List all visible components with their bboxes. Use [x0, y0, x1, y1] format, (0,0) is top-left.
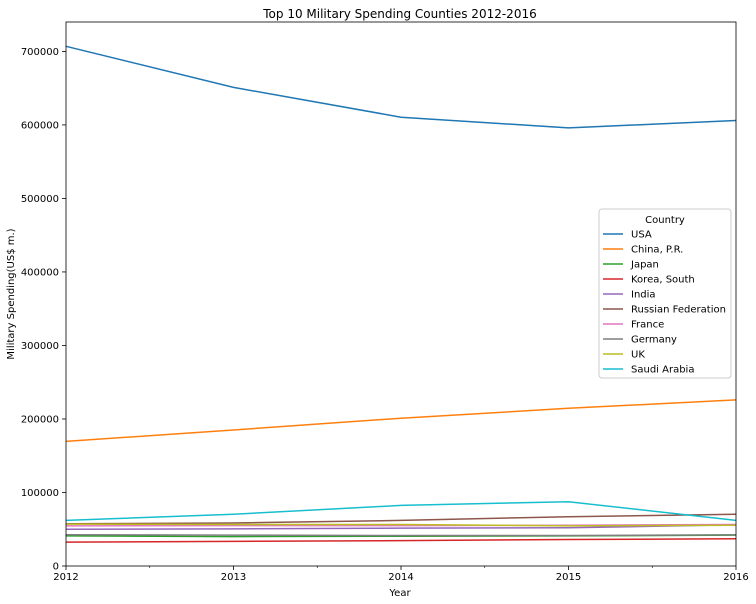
chart-title: Top 10 Military Spending Counties 2012-2…	[262, 7, 536, 21]
x-tick-label: 2016	[723, 572, 748, 583]
x-tick-label: 2014	[388, 572, 413, 583]
legend-box	[598, 208, 732, 379]
legend-label: France	[631, 320, 664, 331]
series-line-1	[65, 399, 737, 443]
legend-label: Korea, South	[631, 275, 695, 286]
y-tick-label: 300000	[21, 341, 59, 352]
legend-label: Russian Federation	[631, 305, 726, 316]
series-line-4	[65, 524, 737, 530]
y-tick-label: 700000	[21, 47, 59, 58]
y-tick-label: 500000	[21, 194, 59, 205]
y-tick-label: 200000	[21, 414, 59, 425]
series-line-8	[65, 523, 737, 527]
x-axis-label: Year	[388, 588, 411, 599]
series-line-0	[65, 45, 737, 129]
y-tick-label: 100000	[21, 488, 59, 499]
series-line-5	[65, 513, 737, 525]
legend-label: Germany	[631, 335, 677, 346]
y-axis-label: Military Spending(US$ m.)	[6, 228, 17, 359]
legend: Country USA China, P.R. Japan Korea, South I…	[598, 208, 732, 379]
x-tick-label: 2015	[556, 572, 581, 583]
legend-label: Japan	[630, 260, 659, 271]
x-tick-label: 2012	[53, 572, 78, 583]
legend-label: UK	[631, 350, 645, 361]
x-tick-label: 2013	[221, 572, 246, 583]
y-tick-label: 400000	[21, 267, 59, 278]
series-line-7	[65, 534, 737, 537]
y-tick-label: 600000	[21, 120, 59, 131]
x-axis: 2012 2013 2014 2015 2016	[53, 566, 749, 583]
series-line-9	[65, 500, 737, 522]
legend-label: USA	[631, 230, 652, 241]
series-line-3	[65, 538, 737, 543]
legend-label: India	[631, 290, 656, 301]
legend-title: Country	[645, 215, 685, 226]
y-tick-label: 0	[53, 562, 59, 573]
legend-label: Saudi Arabia	[631, 365, 694, 376]
y-axis: 0 100000 200000 300000 400000 500000 600000 700…	[21, 47, 66, 573]
legend-label: China, P.R.	[631, 245, 683, 256]
